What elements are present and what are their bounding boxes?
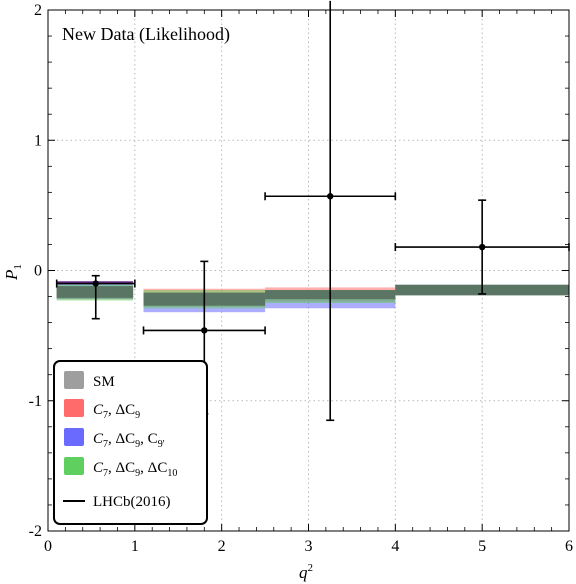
y-tick-label: 0 <box>34 263 42 280</box>
legend-label: C7, ΔC9 <box>93 402 140 421</box>
legend-label: LHCb(2016) <box>93 494 171 510</box>
data-point-marker <box>201 327 208 334</box>
x-tick-label: 3 <box>305 538 313 555</box>
legend-swatch <box>64 428 84 446</box>
legend-box <box>53 360 208 525</box>
axis-ticks: 0 1 2 3 4 5 6 -2 -1 0 1 2 <box>29 2 573 555</box>
y-axis-title: P1 <box>2 264 24 281</box>
data-point-marker <box>478 243 486 251</box>
data-point-marker <box>92 280 99 287</box>
x-tick-label: 6 <box>565 538 573 555</box>
y-tick-label: -2 <box>29 523 42 540</box>
legend-label: SM <box>93 374 115 390</box>
y-tick-label: 2 <box>34 2 42 19</box>
x-tick-label: 5 <box>478 538 486 555</box>
legend-swatch <box>64 371 84 389</box>
band-overlap <box>56 286 134 298</box>
data-point-marker <box>327 193 334 200</box>
x-tick-label: 4 <box>391 538 399 555</box>
prediction-bands <box>56 281 569 313</box>
y-tick-label: 1 <box>34 132 42 149</box>
data-point <box>264 0 397 422</box>
lhcb-data-points <box>55 0 570 422</box>
y-tick-label: -1 <box>29 393 42 410</box>
x-axis-title: q2 <box>299 562 313 582</box>
x-tick-label: 0 <box>44 538 52 555</box>
data-point <box>55 274 136 320</box>
legend: SM C7, ΔC9 C7, ΔC9, C9' C7, ΔC9, ΔC10 LHCb(2… <box>53 360 208 525</box>
chart-annotation: New Data (Likelihood) <box>62 24 230 45</box>
data-point <box>394 199 570 295</box>
legend-swatch <box>64 457 84 475</box>
x-tick-label: 2 <box>218 538 226 555</box>
legend-swatch <box>64 399 84 417</box>
legend-label: C7, ΔC9, C9' <box>93 431 165 450</box>
x-tick-label: 1 <box>131 538 139 555</box>
legend-label: C7, ΔC9, ΔC10 <box>93 460 177 479</box>
